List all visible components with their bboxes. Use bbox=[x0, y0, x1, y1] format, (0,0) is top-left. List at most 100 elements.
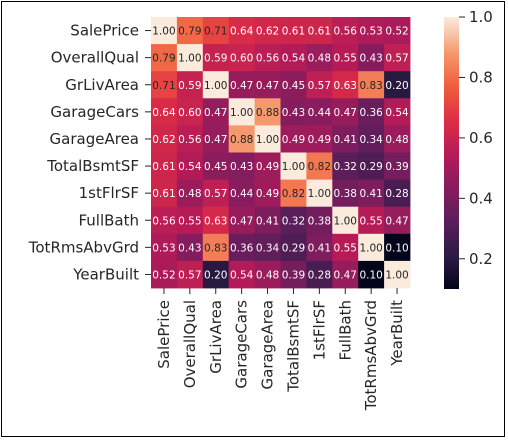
heatmap-value-label: 0.43 bbox=[282, 107, 305, 119]
heatmap-cell bbox=[332, 17, 359, 45]
heatmap-cell bbox=[254, 152, 281, 180]
heatmap-cell bbox=[254, 44, 281, 72]
heatmap-cell bbox=[151, 17, 178, 45]
heatmap-value-label: 1.00 bbox=[334, 215, 357, 227]
colorbar-tick-label: 0.6 bbox=[469, 129, 493, 147]
heatmap-value-label: 0.79 bbox=[152, 53, 175, 65]
heatmap-value-label: 0.64 bbox=[230, 26, 254, 38]
heatmap-cell bbox=[176, 152, 204, 180]
heatmap-value-label: 0.57 bbox=[204, 188, 227, 200]
heatmap-cell bbox=[384, 17, 411, 45]
heatmap-value-label: 1.00 bbox=[256, 134, 279, 146]
heatmap-value-label: 0.54 bbox=[230, 269, 254, 281]
heatmap-cell bbox=[202, 179, 230, 208]
heatmap-value-label: 0.29 bbox=[359, 161, 382, 173]
heatmap-cell bbox=[202, 152, 230, 180]
heatmap-value-label: 0.56 bbox=[152, 215, 176, 227]
heatmap-value-label: 0.36 bbox=[359, 107, 383, 119]
x-tick-label: TotRmsAbvGrd bbox=[362, 300, 380, 411]
heatmap-value-label: 0.55 bbox=[359, 215, 382, 227]
heatmap-value-label: 0.54 bbox=[282, 53, 306, 65]
heatmap-cell bbox=[254, 98, 281, 126]
heatmap-cell bbox=[202, 125, 230, 153]
heatmap-cell bbox=[306, 206, 333, 235]
heatmap-cell bbox=[332, 125, 359, 153]
heatmap-cell bbox=[202, 98, 230, 126]
heatmap-cell bbox=[228, 233, 255, 262]
heatmap-cell bbox=[384, 152, 411, 180]
heatmap-cell bbox=[151, 152, 178, 180]
x-tick-label: 1stFlrSF bbox=[310, 300, 328, 360]
heatmap-value-label: 0.39 bbox=[385, 161, 408, 173]
heatmap-value-label: 0.48 bbox=[256, 269, 279, 281]
heatmap-value-label: 0.38 bbox=[334, 188, 357, 200]
heatmap-cell bbox=[228, 71, 255, 99]
heatmap-cell bbox=[254, 125, 281, 153]
heatmap-cell bbox=[228, 44, 255, 72]
heatmap-value-label: 0.36 bbox=[230, 242, 254, 254]
heatmap-value-label: 1.00 bbox=[204, 80, 227, 92]
heatmap-cell bbox=[176, 260, 204, 289]
heatmap-cell bbox=[176, 17, 204, 45]
heatmap-value-label: 0.47 bbox=[204, 134, 227, 146]
heatmap-value-label: 0.41 bbox=[308, 242, 331, 254]
heatmap-value-label: 0.48 bbox=[385, 134, 408, 146]
heatmap-cell bbox=[384, 206, 411, 235]
heatmap-value-label: 0.49 bbox=[256, 188, 279, 200]
heatmap-value-label: 0.41 bbox=[334, 134, 357, 146]
heatmap-value-label: 0.29 bbox=[282, 242, 305, 254]
heatmap-cell bbox=[176, 125, 204, 153]
heatmap-value-label: 0.10 bbox=[359, 269, 382, 281]
heatmap-value-label: 0.39 bbox=[282, 269, 305, 281]
heatmap-cell bbox=[254, 17, 281, 45]
heatmap-cell bbox=[358, 71, 385, 99]
heatmap-cell bbox=[306, 17, 333, 45]
heatmap-cell bbox=[280, 233, 307, 262]
heatmap-cell bbox=[332, 233, 359, 262]
heatmap-cell bbox=[358, 152, 385, 180]
heatmap-cell bbox=[358, 125, 385, 153]
heatmap-value-label: 0.62 bbox=[152, 134, 175, 146]
heatmap-value-label: 0.57 bbox=[385, 53, 408, 65]
x-tick-label: FullBath bbox=[336, 300, 354, 361]
heatmap-value-label: 0.28 bbox=[385, 188, 408, 200]
heatmap-cell bbox=[332, 71, 359, 99]
heatmap-value-label: 0.82 bbox=[282, 188, 305, 200]
heatmap-value-label: 1.00 bbox=[385, 269, 408, 281]
heatmap-cell bbox=[151, 98, 178, 126]
heatmap-value-label: 0.64 bbox=[152, 107, 176, 119]
colorbar-tick-label: 1.0 bbox=[469, 8, 493, 26]
heatmap-cell bbox=[151, 233, 178, 262]
heatmap-value-label: 0.49 bbox=[256, 161, 279, 173]
heatmap-cell bbox=[332, 179, 359, 208]
heatmap-value-label: 0.10 bbox=[385, 242, 408, 254]
heatmap-value-label: 0.43 bbox=[359, 53, 382, 65]
heatmap-cell bbox=[358, 44, 385, 72]
heatmap-cell bbox=[254, 206, 281, 235]
heatmap-cell bbox=[332, 44, 359, 72]
heatmap-value-labels: 1.00 0.79 0.71 0.64 0.62 0.61 0.61 0.56 0.53 0.52… bbox=[152, 26, 409, 282]
heatmap-cell bbox=[384, 260, 411, 289]
heatmap-value-label: 1.00 bbox=[359, 242, 382, 254]
heatmap-cell bbox=[306, 71, 333, 99]
heatmap-value-label: 0.54 bbox=[178, 161, 202, 173]
heatmap-cell bbox=[176, 44, 204, 72]
heatmap-cell bbox=[254, 260, 281, 289]
heatmap-value-label: 0.34 bbox=[359, 134, 383, 146]
heatmap-value-label: 0.43 bbox=[230, 161, 253, 173]
heatmap-value-label: 0.55 bbox=[178, 215, 201, 227]
heatmap-cell bbox=[358, 179, 385, 208]
heatmap-value-label: 0.48 bbox=[308, 53, 331, 65]
heatmap-value-label: 0.47 bbox=[385, 215, 408, 227]
colorbar-tick-label: 0.2 bbox=[469, 250, 493, 268]
heatmap-cell bbox=[151, 206, 178, 235]
heatmap-value-label: 0.47 bbox=[230, 215, 253, 227]
x-tick-label: OverallQual bbox=[181, 300, 199, 388]
y-tick-label: TotRmsAbvGrd bbox=[28, 238, 139, 256]
heatmap-cell bbox=[228, 206, 255, 235]
y-tick-label: YearBuilt bbox=[72, 265, 139, 283]
x-tick-label: GarageCars bbox=[233, 300, 251, 389]
heatmap-value-label: 0.20 bbox=[204, 269, 227, 281]
heatmap-value-label: 0.56 bbox=[256, 53, 280, 65]
heatmap-value-label: 1.00 bbox=[178, 53, 201, 65]
